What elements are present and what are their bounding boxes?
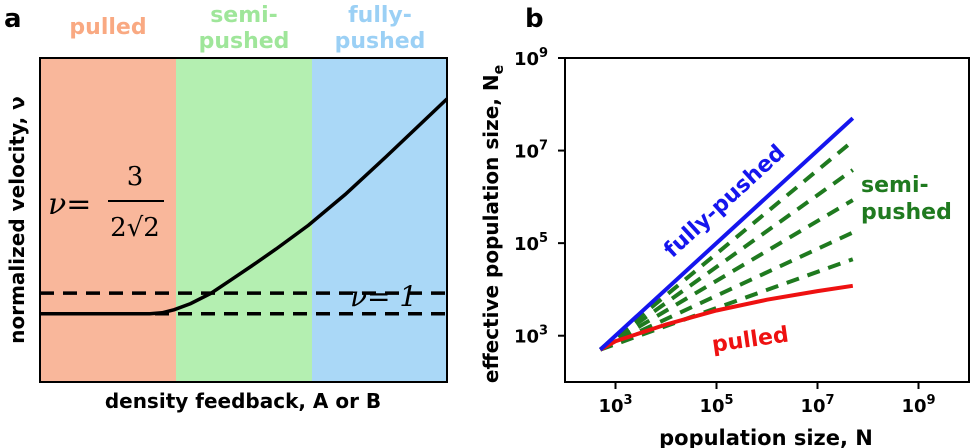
region-fully-pushed (312, 58, 447, 382)
x-tick-label: 109 (901, 393, 935, 417)
panel-b-lines (598, 116, 855, 352)
velocity-curve (40, 97, 449, 316)
equation-top-numerator: 3 (127, 162, 144, 192)
region-pulled (40, 58, 176, 382)
label-semi-pushed-line2: pushed (861, 200, 952, 225)
line-semi-pushed (599, 257, 854, 352)
panel-b-ticks: 103 105 107 109 103 105 107 109 (514, 46, 936, 417)
panel-b-frame (564, 57, 970, 383)
region-label-pulled: pulled (69, 15, 146, 40)
x-tick-label: 103 (598, 393, 632, 417)
panel-a-letter: a (4, 4, 22, 34)
panel-b-xlabel: population size, N (659, 426, 873, 448)
line-semi-pushed (599, 230, 854, 352)
panel-a-regions (40, 58, 447, 382)
y-tick-label: 103 (514, 324, 548, 348)
x-tick-label: 105 (699, 393, 733, 417)
label-semi-pushed-line1: semi- (861, 173, 929, 198)
panel-a-xlabel: density feedback, A or B (105, 389, 381, 413)
equation-top-prefix: ν= (48, 187, 91, 222)
line-semi-pushed (599, 198, 854, 352)
region-semi-pushed (176, 58, 312, 382)
region-label-fully-pushed: fully-pushed (335, 3, 426, 54)
panel-b-ylabel: effective population size, Ne (479, 65, 507, 383)
y-tick-label: 109 (514, 46, 548, 70)
equation-top-denominator: 2√2 (110, 213, 160, 243)
line-semi-pushed (599, 139, 855, 352)
line-pulled (599, 283, 854, 352)
y-tick-label: 107 (514, 139, 548, 163)
panel-a-frame (39, 57, 448, 383)
equation-top: ν= 3 2√2 (48, 162, 164, 243)
equation-bottom: ν= 1 (350, 280, 417, 313)
y-tick-label: 105 (514, 231, 548, 255)
line-fully-pushed (598, 116, 855, 352)
x-tick-label: 107 (800, 393, 834, 417)
panel-b-letter: b (525, 4, 544, 34)
region-label-semi-pushed: semi-pushed (199, 3, 290, 54)
panel-a-ylabel: normalized velocity, ν (5, 96, 29, 344)
line-semi-pushed (599, 168, 854, 352)
